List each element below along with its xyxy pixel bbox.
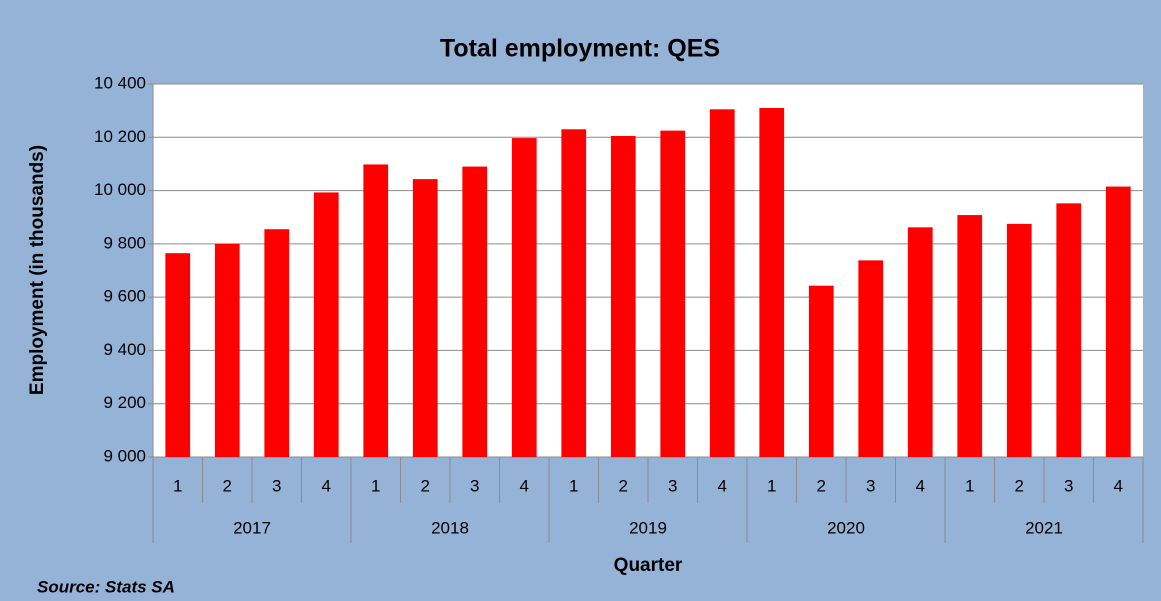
bar [759, 107, 785, 457]
x-tick-label: 2 [421, 476, 430, 495]
x-tick-label: 4 [916, 476, 925, 495]
x-tick-label: 2 [223, 476, 232, 495]
x-tick-label: 4 [1114, 476, 1123, 495]
x-tick-label: 3 [470, 476, 479, 495]
bar [412, 179, 438, 458]
y-tick-label: 9 400 [103, 340, 146, 359]
y-tick-label: 9 200 [103, 393, 146, 412]
bar [808, 285, 834, 457]
group-label: 2020 [827, 518, 865, 537]
bar [907, 227, 933, 457]
bar [957, 215, 983, 457]
bar [610, 135, 636, 458]
bar [660, 130, 686, 457]
x-tick-label: 3 [668, 476, 677, 495]
group-label: 2019 [629, 518, 667, 537]
x-tick-label: 2 [817, 476, 826, 495]
bar [214, 243, 240, 457]
bar [858, 260, 884, 457]
group-label: 2021 [1025, 518, 1063, 537]
x-tick-label: 1 [371, 476, 380, 495]
source-note: Source: Stats SA [37, 577, 175, 596]
bar [709, 109, 735, 457]
x-tick-label: 4 [718, 476, 727, 495]
bar [1105, 186, 1131, 457]
x-tick-label: 1 [173, 476, 182, 495]
y-tick-label: 9 600 [103, 287, 146, 306]
y-tick-label: 10 000 [94, 180, 146, 199]
x-tick-label: 4 [520, 476, 529, 495]
bar [462, 166, 488, 458]
x-tick-label: 1 [569, 476, 578, 495]
y-axis-label: Employment (in thousands) [27, 145, 48, 395]
group-label: 2018 [431, 518, 469, 537]
bar [511, 138, 537, 457]
x-axis-label: Quarter [614, 555, 683, 576]
bar [1056, 203, 1082, 457]
x-tick-label: 4 [322, 476, 331, 495]
x-tick-label: 3 [866, 476, 875, 495]
x-tick-label: 2 [1015, 476, 1024, 495]
y-tick-label: 9 800 [103, 233, 146, 252]
x-tick-label: 3 [1064, 476, 1073, 495]
y-tick-label: 9 000 [103, 446, 146, 465]
bar [313, 192, 339, 457]
bar [264, 229, 290, 457]
y-tick-label: 10 400 [94, 73, 146, 92]
bar [165, 253, 191, 457]
group-label: 2017 [233, 518, 271, 537]
bar [561, 129, 587, 458]
bar [363, 164, 389, 457]
y-tick-label: 10 200 [94, 127, 146, 146]
x-tick-label: 1 [965, 476, 974, 495]
x-tick-label: 3 [272, 476, 281, 495]
x-tick-label: 2 [619, 476, 628, 495]
chart-title: Total employment: QES [440, 35, 720, 63]
bar [1006, 223, 1032, 457]
plot-area [153, 84, 1143, 457]
x-tick-label: 1 [767, 476, 776, 495]
